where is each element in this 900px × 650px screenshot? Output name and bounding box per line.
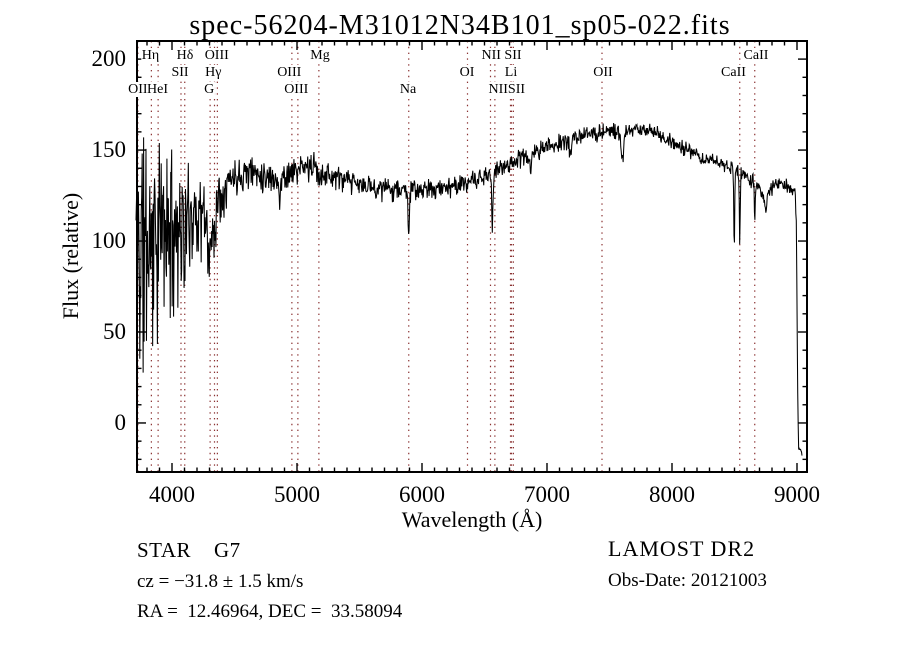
x-tick-label: 7000 bbox=[524, 482, 570, 507]
spectral-line-label: OII bbox=[127, 82, 149, 97]
spectral-line-label: OI bbox=[458, 65, 476, 80]
spectral-line-label: OIII bbox=[203, 48, 230, 63]
spectral-line-label: SII bbox=[170, 65, 190, 80]
radial-velocity-text: cz = −31.8 ± 1.5 km/s bbox=[137, 571, 304, 592]
spectral-line-label: CaII bbox=[720, 65, 747, 80]
x-tick-label: 8000 bbox=[649, 482, 695, 507]
plot-svg bbox=[135, 40, 808, 473]
spectral-line-label: OIII bbox=[283, 82, 310, 97]
spectral-line-label: Mg bbox=[309, 48, 331, 63]
ra-dec-text: RA = 12.46964, DEC = 33.58094 bbox=[137, 601, 403, 622]
survey-release-text: LAMOST DR2 bbox=[608, 536, 756, 561]
x-tick-label: 4000 bbox=[149, 482, 195, 507]
x-tick-label: 9000 bbox=[774, 482, 820, 507]
spectral-line-label: G bbox=[203, 82, 216, 97]
spectral-line-label: NIISII bbox=[487, 82, 527, 97]
spectral-line-label: Li bbox=[503, 65, 519, 80]
y-tick-label: 0 bbox=[114, 409, 127, 435]
y-axis-label: Flux (relative) bbox=[58, 192, 83, 320]
spectral-line-label: Hδ bbox=[175, 48, 195, 63]
y-tick-label: 150 bbox=[91, 137, 127, 163]
spectral-line-label: CaII bbox=[742, 48, 770, 63]
x-tick-label: 5000 bbox=[274, 482, 320, 507]
plot-title: spec-56204-M31012N34B101_sp05-022.fits bbox=[189, 10, 731, 41]
spectral-line-label: Na bbox=[398, 82, 418, 97]
plot-area: Hη Hδ OIII Mg NII SII CaII SII Hγ OIII OI Li OII CaI… bbox=[127, 40, 808, 473]
y-tick-label: 100 bbox=[91, 228, 127, 254]
spectral-line-label: HeI bbox=[146, 82, 169, 97]
x-tick-label: 6000 bbox=[399, 482, 445, 507]
y-tick-label: 200 bbox=[91, 46, 127, 72]
spectrum-trace bbox=[135, 122, 803, 456]
obs-date-text: Obs-Date: 20121003 bbox=[608, 570, 767, 591]
spectral-line-label: Hη bbox=[140, 48, 161, 63]
spectral-line-label: OIII bbox=[276, 65, 303, 80]
spectral-line-label: OII bbox=[592, 65, 614, 80]
spectral-line-label: NII SII bbox=[480, 48, 523, 63]
spectral-line-label: Hγ bbox=[204, 65, 223, 80]
x-axis-label: Wavelength (Å) bbox=[401, 507, 543, 532]
object-class-text: STAR G7 bbox=[137, 538, 241, 562]
plot-frame bbox=[136, 40, 808, 473]
y-tick-label: 50 bbox=[103, 319, 126, 344]
